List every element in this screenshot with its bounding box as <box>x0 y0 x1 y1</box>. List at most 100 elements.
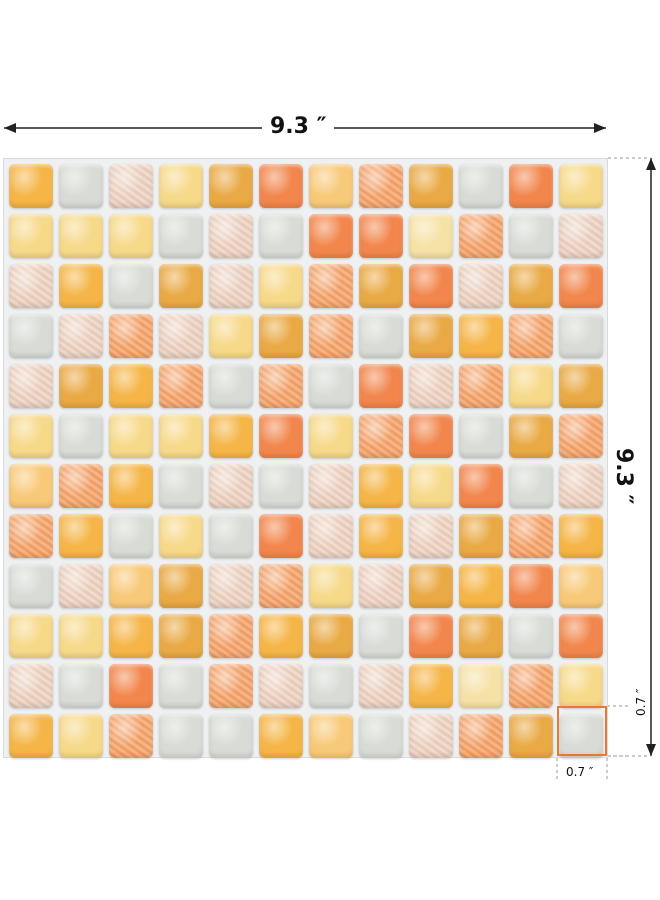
mosaic-tile <box>209 514 253 558</box>
mosaic-tile <box>359 464 403 508</box>
mosaic-tile <box>9 364 53 408</box>
mosaic-tile <box>259 464 303 508</box>
mosaic-tile <box>359 514 403 558</box>
tile-width-label: 0.7 ″ <box>566 765 594 779</box>
mosaic-tile <box>109 564 153 608</box>
mosaic-tile <box>559 514 603 558</box>
mosaic-tile <box>209 564 253 608</box>
mosaic-tile <box>109 214 153 258</box>
mosaic-tile <box>9 164 53 208</box>
mosaic-tile <box>459 414 503 458</box>
mosaic-tile <box>209 414 253 458</box>
mosaic-tile <box>9 664 53 708</box>
mosaic-tile <box>509 514 553 558</box>
highlighted-single-tile <box>557 706 607 756</box>
mosaic-tile <box>359 714 403 758</box>
mosaic-tile <box>559 264 603 308</box>
mosaic-tile <box>259 714 303 758</box>
mosaic-tile <box>459 214 503 258</box>
mosaic-tile <box>59 714 103 758</box>
mosaic-tile <box>209 614 253 658</box>
mosaic-tile <box>409 614 453 658</box>
mosaic-tile <box>359 564 403 608</box>
mosaic-tile <box>509 714 553 758</box>
mosaic-tile <box>359 614 403 658</box>
mosaic-tile <box>509 364 553 408</box>
mosaic-tile <box>409 264 453 308</box>
mosaic-tile <box>459 514 503 558</box>
mosaic-tile <box>559 464 603 508</box>
tile-height-label: 0.7 ″ <box>634 688 648 716</box>
mosaic-tile <box>109 414 153 458</box>
mosaic-tile <box>159 214 203 258</box>
mosaic-tile <box>309 564 353 608</box>
mosaic-tile <box>359 214 403 258</box>
mosaic-tile <box>59 514 103 558</box>
mosaic-tile <box>209 214 253 258</box>
mosaic-tile <box>259 164 303 208</box>
mosaic-tile <box>59 564 103 608</box>
mosaic-tile <box>359 414 403 458</box>
mosaic-tile <box>159 714 203 758</box>
mosaic-tile <box>209 164 253 208</box>
mosaic-tile <box>9 214 53 258</box>
mosaic-tile <box>459 564 503 608</box>
mosaic-tile <box>209 364 253 408</box>
mosaic-tile <box>309 264 353 308</box>
mosaic-tile <box>109 614 153 658</box>
mosaic-tile <box>459 714 503 758</box>
mosaic-tile <box>209 714 253 758</box>
mosaic-tile <box>259 664 303 708</box>
mosaic-tile <box>409 664 453 708</box>
mosaic-tile <box>259 264 303 308</box>
mosaic-tile <box>159 414 203 458</box>
mosaic-tile <box>59 614 103 658</box>
mosaic-tile <box>409 564 453 608</box>
mosaic-tile <box>309 714 353 758</box>
mosaic-tile <box>9 414 53 458</box>
mosaic-tile <box>59 264 103 308</box>
mosaic-tile <box>159 564 203 608</box>
mosaic-tile <box>559 714 603 758</box>
mosaic-tile <box>309 614 353 658</box>
mosaic-tile <box>559 614 603 658</box>
mosaic-tile <box>559 664 603 708</box>
mosaic-tile <box>259 514 303 558</box>
mosaic-tile <box>9 614 53 658</box>
mosaic-tile <box>309 164 353 208</box>
mosaic-tile <box>259 614 303 658</box>
mosaic-tile <box>159 314 203 358</box>
mosaic-tile <box>259 564 303 608</box>
mosaic-tile <box>309 214 353 258</box>
mosaic-tile <box>259 364 303 408</box>
mosaic-tile <box>359 264 403 308</box>
mosaic-tile <box>109 464 153 508</box>
mosaic-tile <box>359 314 403 358</box>
mosaic-tile <box>509 614 553 658</box>
mosaic-tile <box>59 414 103 458</box>
mosaic-tile <box>509 664 553 708</box>
mosaic-tile <box>309 314 353 358</box>
mosaic-tile <box>509 214 553 258</box>
mosaic-tile <box>159 364 203 408</box>
mosaic-tile <box>359 164 403 208</box>
mosaic-tile <box>9 564 53 608</box>
mosaic-tile <box>559 164 603 208</box>
mosaic-tile <box>509 464 553 508</box>
mosaic-tile <box>409 464 453 508</box>
mosaic-tile <box>59 664 103 708</box>
mosaic-tile <box>559 414 603 458</box>
mosaic-tile <box>359 364 403 408</box>
mosaic-tile <box>159 264 203 308</box>
mosaic-tile <box>209 464 253 508</box>
mosaic-tile <box>259 414 303 458</box>
mosaic-tile <box>309 364 353 408</box>
mosaic-tile <box>159 664 203 708</box>
mosaic-tile <box>459 614 503 658</box>
mosaic-tile <box>159 464 203 508</box>
mosaic-tile <box>409 364 453 408</box>
mosaic-tile <box>59 364 103 408</box>
mosaic-tile <box>159 164 203 208</box>
mosaic-tile <box>559 214 603 258</box>
mosaic-tile <box>509 264 553 308</box>
